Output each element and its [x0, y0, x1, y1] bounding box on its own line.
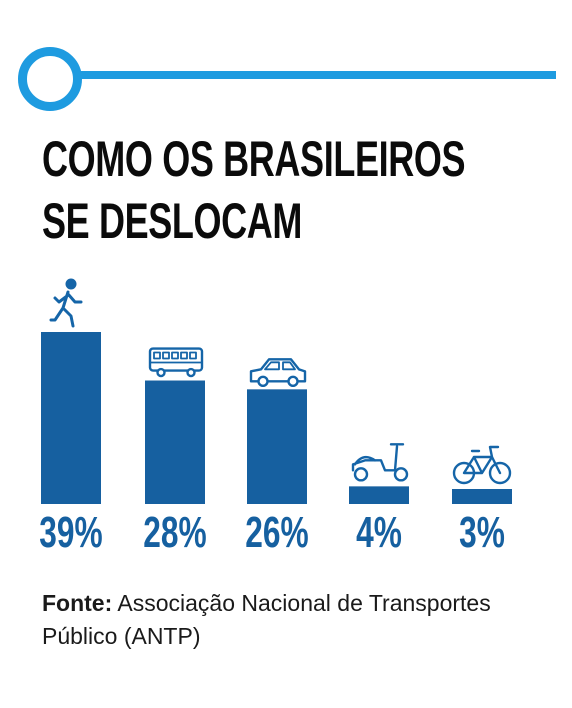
- category-icons: [49, 278, 512, 485]
- bar-motorcycle: [349, 486, 409, 504]
- source-label: Fonte:: [42, 590, 113, 616]
- car-icon: [249, 358, 307, 388]
- source-note: Fonte: Associação Nacional de Transporte…: [42, 587, 542, 653]
- bar-car: [247, 389, 307, 504]
- bar-chart: 39% 28% 26% 4% 3%: [39, 278, 512, 557]
- bar-bicycle: [452, 489, 512, 504]
- chart-title: COMO OS BRASILEIROS SE DESLOCAM: [42, 128, 466, 252]
- value-label-bus: 28%: [143, 508, 206, 557]
- value-label-motorcycle: 4%: [356, 508, 402, 557]
- bars: [41, 332, 512, 504]
- chart-title-line-1: COMO OS BRASILEIROS: [42, 131, 466, 187]
- source-text: Associação Nacional de Transportes Públi…: [42, 590, 491, 649]
- decorative-line: [60, 71, 556, 79]
- value-labels: 39% 28% 26% 4% 3%: [39, 508, 505, 557]
- scooter-icon: [351, 443, 409, 482]
- value-label-bicycle: 3%: [459, 508, 505, 557]
- bus-icon: [148, 347, 204, 378]
- bicycle-icon: [452, 445, 512, 485]
- chart-title-line-2: SE DESLOCAM: [42, 193, 303, 249]
- value-label-walking: 39%: [39, 508, 102, 557]
- walking-person-icon: [49, 278, 83, 328]
- bar-walking: [41, 332, 101, 504]
- bar-bus: [145, 380, 205, 504]
- value-label-car: 26%: [245, 508, 308, 557]
- decorative-circle-icon: [18, 47, 82, 111]
